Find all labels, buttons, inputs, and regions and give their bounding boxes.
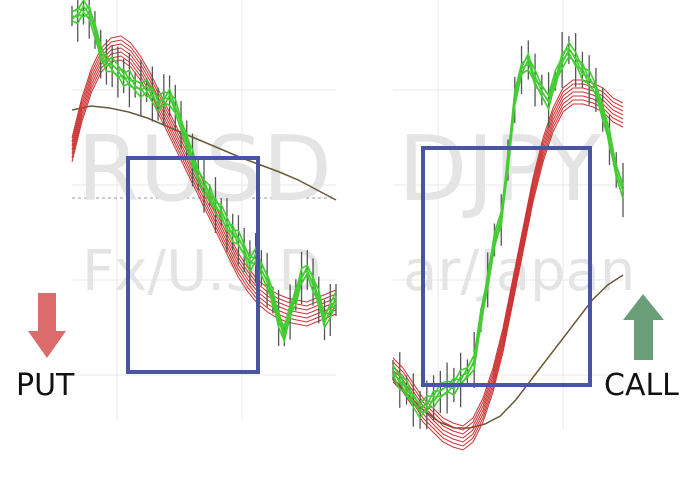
fast-ma-ribbon-line xyxy=(392,55,624,420)
slow-ma-ribbon-line xyxy=(392,103,624,451)
long-moving-average-line xyxy=(392,274,624,429)
put-down-arrow-icon xyxy=(28,293,66,358)
highlight-box xyxy=(421,146,592,387)
fast-ma-ribbon-line xyxy=(71,10,337,344)
slow-ma-ribbon-line xyxy=(392,91,624,439)
highlight-box xyxy=(126,156,260,374)
long-moving-average-line xyxy=(71,105,337,201)
watermark-text: Fx/U.S.D xyxy=(82,239,321,304)
call-up-arrow-icon xyxy=(623,294,664,360)
slow-ma-ribbon-line xyxy=(392,95,624,443)
slow-ma-ribbon-line xyxy=(392,83,624,431)
put-label: PUT xyxy=(16,368,75,403)
fast-ma-ribbon-line xyxy=(392,51,624,413)
watermark-text: DJPY xyxy=(398,117,602,222)
call-label: CALL xyxy=(604,368,679,403)
slow-ma-ribbon-line xyxy=(392,87,624,435)
slow-ma-ribbon-line xyxy=(392,99,624,447)
